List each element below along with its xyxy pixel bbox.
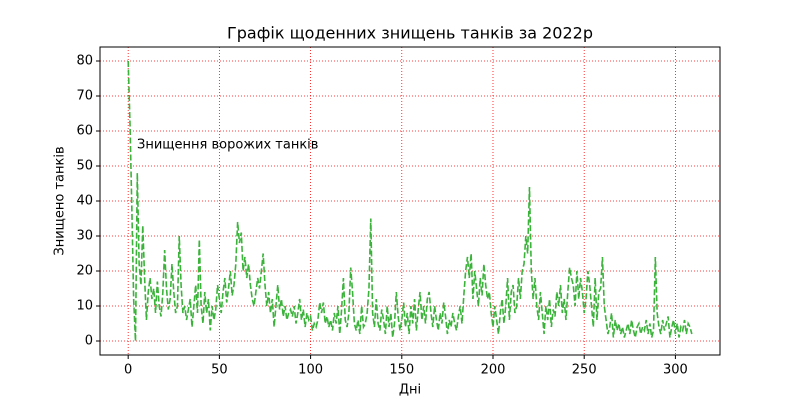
x-tick-label: 300 (663, 363, 688, 378)
x-tick-label: 250 (572, 363, 597, 378)
annotation: Знищення ворожих танків (137, 138, 318, 153)
x-tick-label: 50 (211, 363, 228, 378)
grid (100, 47, 720, 355)
y-tick-label: 0 (85, 334, 93, 349)
chart-title: Графік щоденних знищень танків за 2022р (227, 24, 593, 43)
x-tick-label: 100 (298, 363, 323, 378)
x-axis-label: Дні (399, 383, 421, 398)
x-tick-label: 150 (389, 363, 414, 378)
y-tick-label: 40 (76, 194, 93, 209)
y-tick-label: 20 (76, 264, 93, 279)
x-tick-label: 200 (481, 363, 506, 378)
y-tick-label: 10 (76, 299, 93, 314)
plot (127, 60, 693, 342)
x-tick-label: 0 (124, 363, 132, 378)
y-tick-label: 80 (76, 54, 93, 69)
y-tick-label: 50 (76, 159, 93, 174)
y-tick-label: 60 (76, 124, 93, 139)
y-axis-label: Знищено танків (53, 146, 68, 255)
data-line (127, 60, 693, 342)
y-tick-label: 30 (76, 229, 93, 244)
y-tick-label: 70 (76, 89, 93, 104)
